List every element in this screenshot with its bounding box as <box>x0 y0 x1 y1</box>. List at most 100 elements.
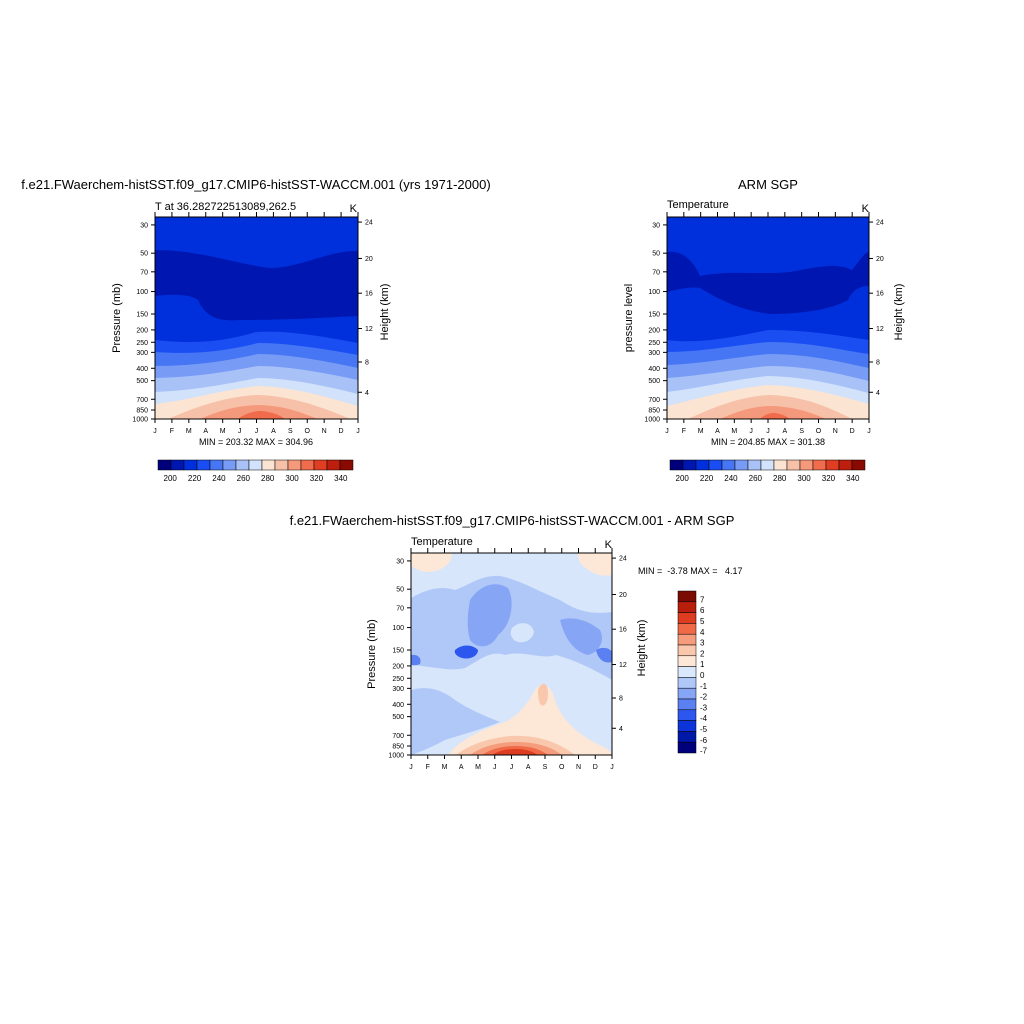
y-tick-label: 300 <box>648 350 660 357</box>
colorbar-tick-label: 5 <box>700 617 705 626</box>
x-tick-label: A <box>459 764 464 771</box>
colorbar-tick-label: 320 <box>310 474 324 483</box>
x-tick-label: J <box>665 428 669 435</box>
x-tick-label: J <box>255 428 259 435</box>
units-label: K <box>862 203 870 215</box>
contour-310 <box>238 411 285 419</box>
colorbar-swatch <box>838 459 853 471</box>
colorbar-tick-label: 6 <box>700 606 705 615</box>
contour-neg3-right <box>596 647 612 663</box>
colorbar-tick-label: 1 <box>700 660 705 669</box>
colorbar-tick-label: -5 <box>700 725 708 734</box>
colorbar-swatch <box>313 459 328 471</box>
x-tick-label: A <box>203 428 208 435</box>
x-tick-label: S <box>288 428 293 435</box>
contour-pos1-top-right <box>578 553 612 576</box>
colorbar-swatch <box>677 601 697 613</box>
y-tick-label: 700 <box>392 733 404 740</box>
y-tick-label: 70 <box>652 269 660 276</box>
y-tick-label: 300 <box>392 686 404 693</box>
y-right-tick-label: 20 <box>876 256 884 263</box>
y-tick-label: 30 <box>652 222 660 229</box>
x-tick-label: J <box>749 428 753 435</box>
colorbar-swatch <box>326 459 341 471</box>
y-tick-label: 150 <box>648 311 660 318</box>
y-right-tick-label: 8 <box>365 359 369 366</box>
y-right-axis-label: Height (km) <box>636 620 648 677</box>
y-tick-label: 200 <box>648 327 660 334</box>
colorbar-tick-label: 220 <box>188 474 202 483</box>
colorbar-swatch <box>682 459 697 471</box>
y-tick-label: 250 <box>392 676 404 683</box>
colorbar-swatch <box>677 677 697 689</box>
contour-310 <box>760 413 790 419</box>
colorbar-tick-label: -3 <box>700 703 708 712</box>
y-tick-label: 700 <box>648 397 660 404</box>
x-tick-label: M <box>186 428 192 435</box>
y-tick-label: 30 <box>396 558 404 565</box>
colorbar-swatch <box>196 459 211 471</box>
generated-axes: J F M A M J J A S O N D J305070100150200250300400500… <box>132 212 884 771</box>
contour-fill <box>411 553 612 755</box>
contour-pos1-bottom <box>448 685 612 755</box>
units-label: K <box>350 203 358 215</box>
colorbar-tick-label: -6 <box>700 736 708 745</box>
y-right-tick-label: 20 <box>365 256 373 263</box>
colorbar-swatch <box>669 459 684 471</box>
y-right-tick-label: 12 <box>365 326 373 333</box>
y-right-tick-label: 12 <box>619 662 627 669</box>
colorbar-tick-label: 200 <box>164 474 178 483</box>
colorbar-tick-label: 280 <box>773 474 787 483</box>
colorbar-tick-label: 7 <box>700 595 705 604</box>
x-tick-label: M <box>442 764 448 771</box>
colorbar-swatch <box>734 459 749 471</box>
colorbar-swatch <box>170 459 185 471</box>
x-tick-label: J <box>867 428 871 435</box>
y-tick-label: 50 <box>140 251 148 258</box>
colorbar-tick-label: 200 <box>676 474 690 483</box>
x-tick-label: F <box>170 428 174 435</box>
y-tick-label: 70 <box>396 605 404 612</box>
y-right-tick-label: 4 <box>619 726 623 733</box>
colorbar-swatch <box>747 459 762 471</box>
y-right-tick-label: 12 <box>876 326 884 333</box>
x-tick-label: A <box>526 764 531 771</box>
x-tick-label: J <box>610 764 614 771</box>
y-tick-label: 1000 <box>644 417 660 424</box>
colorbar-swatch <box>812 459 827 471</box>
x-tick-label: M <box>731 428 737 435</box>
colorbar-swatch <box>773 459 788 471</box>
y-right-tick-label: 24 <box>365 220 373 227</box>
y-right-tick-label: 8 <box>619 695 623 702</box>
colorbar-swatch <box>157 459 172 471</box>
y-right-tick-label: 16 <box>619 627 627 634</box>
contour-neg2-center <box>467 584 512 647</box>
colorbar-swatch <box>300 459 315 471</box>
y-axis-label: pressure level <box>623 284 635 352</box>
y-tick-label: 400 <box>392 702 404 709</box>
panel-obs-temperature: ARM SGP Temperature K MIN = 204.85 MAX =… <box>623 177 905 447</box>
colorbar-tick-label: 300 <box>797 474 811 483</box>
units-label: K <box>605 539 613 551</box>
contour-pos5 <box>492 749 538 755</box>
y-right-axis-label: Height (km) <box>379 284 391 341</box>
colorbar-swatch <box>677 623 697 635</box>
y-tick-label: 400 <box>648 366 660 373</box>
x-tick-label: A <box>271 428 276 435</box>
panel-model-temperature: f.e21.FWaerchem-histSST.f09_g17.CMIP6-hi… <box>21 177 490 447</box>
y-tick-label: 250 <box>648 340 660 347</box>
contour-dark-core <box>667 251 869 314</box>
colorbar-swatch <box>287 459 302 471</box>
contour-neg3-blob <box>454 645 478 659</box>
left-label: Temperature <box>411 536 473 548</box>
panel-title: f.e21.FWaerchem-histSST.f09_g17.CMIP6-hi… <box>290 513 735 528</box>
contour-neg1-lower <box>411 688 500 755</box>
y-tick-label: 150 <box>136 311 148 318</box>
y-tick-label: 150 <box>392 647 404 654</box>
colorbar-tick-label: 4 <box>700 628 705 637</box>
colorbar-tick-label: 320 <box>822 474 836 483</box>
contour-300 <box>720 406 826 419</box>
y-right-tick-label: 4 <box>876 390 880 397</box>
colorbar-swatch <box>677 590 697 603</box>
x-tick-label: J <box>510 764 514 771</box>
